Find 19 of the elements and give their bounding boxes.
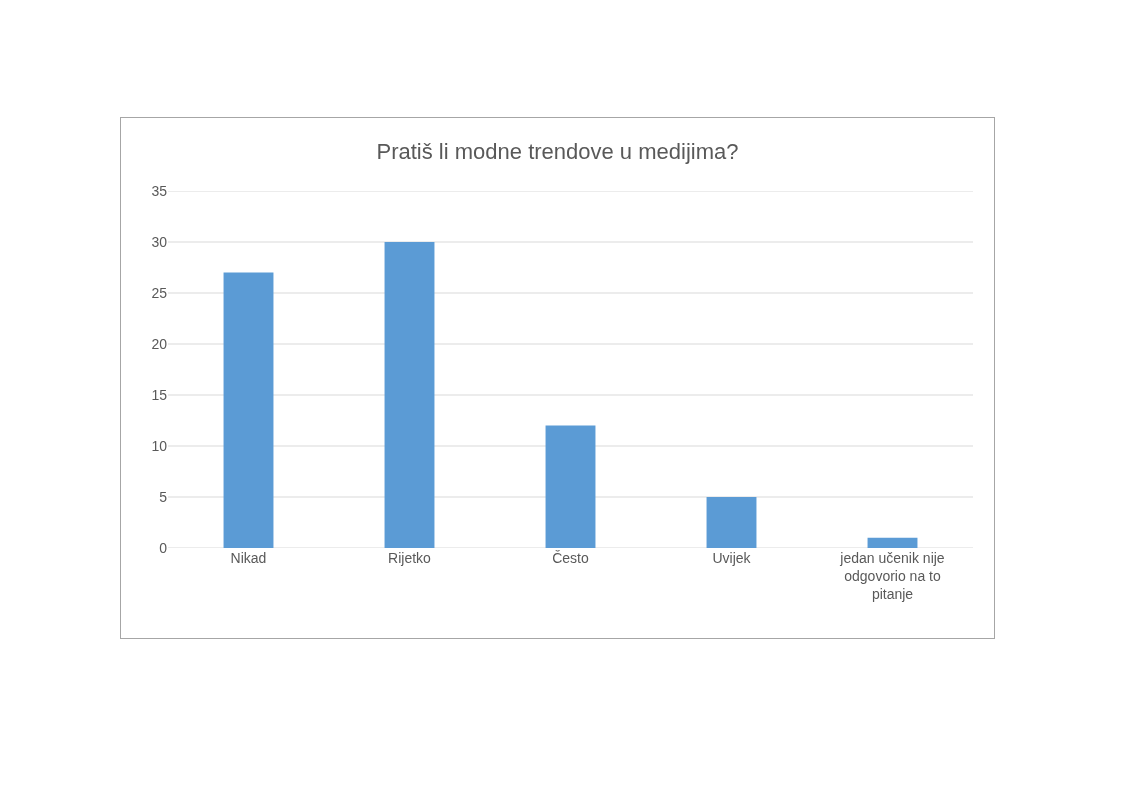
y-tick-label: 15 [151,386,168,403]
x-tick-label: Nikad [230,550,267,566]
bar [384,242,435,548]
y-tick-label: 5 [159,488,168,505]
x-tick-label: Često [552,550,589,566]
bar [706,497,757,548]
y-tick-label: 10 [151,437,168,454]
bar [867,537,918,548]
x-tick-label: Rijetko [388,550,432,566]
y-tick-label: 25 [151,284,168,301]
y-tick-label: 0 [159,539,168,556]
y-tick-label: 20 [151,335,168,352]
x-tick-label: Uvijek [712,550,752,566]
chart-title: Pratiš li modne trendove u medijima? [376,139,739,165]
bar [223,272,274,548]
y-tick-label: 35 [151,182,168,199]
y-tick-label: 30 [151,233,168,250]
x-tick-label: jedan učenik nije odgovorio na to pitanje [839,550,945,603]
bar [545,425,596,548]
